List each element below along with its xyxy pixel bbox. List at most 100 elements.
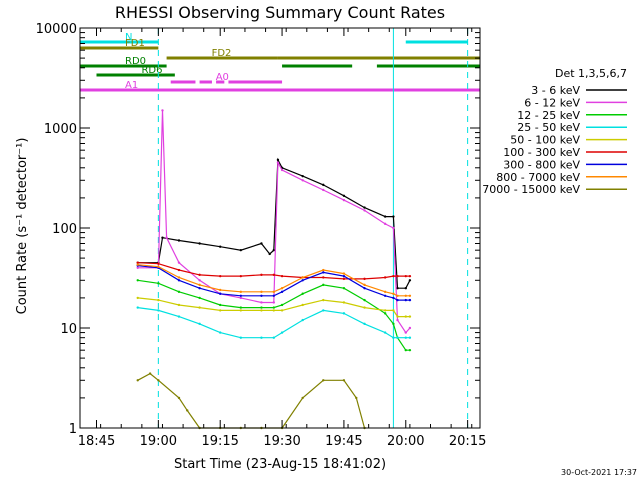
x-tick-label: 19:15 — [201, 434, 238, 449]
legend-entry-50-100-kev: 50 - 100 keV — [510, 134, 627, 147]
data-point — [322, 309, 325, 312]
data-point — [301, 276, 304, 279]
data-point — [260, 242, 263, 245]
data-point — [392, 296, 395, 300]
data-point — [157, 309, 160, 312]
data-point — [260, 290, 263, 294]
data-point — [177, 303, 181, 307]
data-point — [404, 315, 407, 318]
data-point — [383, 331, 387, 334]
data-point — [404, 331, 407, 334]
data-point — [396, 298, 399, 302]
x-axis-label: Start Time (23-Aug-15 18:41:02) — [174, 457, 386, 472]
data-point — [301, 292, 304, 295]
y-tick-label: 100 — [52, 222, 77, 237]
data-point — [383, 215, 387, 218]
data-point — [198, 296, 201, 300]
data-point — [322, 188, 325, 192]
data-point — [177, 268, 181, 272]
data-point — [260, 301, 263, 304]
legend-label: 6 - 12 keV — [524, 96, 580, 109]
data-point — [396, 294, 399, 297]
data-point — [383, 276, 387, 279]
data-point — [396, 315, 399, 318]
series-line-50-100-kev — [137, 297, 410, 318]
legend-title: Det 1,3,5,6,7 — [555, 67, 627, 80]
data-point — [408, 279, 412, 282]
legend-label: 7000 - 15000 keV — [482, 183, 580, 196]
footer-timestamp: 30-Oct-2021 17:37 — [561, 468, 637, 477]
data-point — [408, 348, 412, 352]
chart-title: RHESSI Observing Summary Count Rates — [115, 3, 445, 22]
legend-entry-300-800-kev: 300 - 800 keV — [503, 158, 627, 171]
data-point — [239, 294, 243, 297]
data-point — [404, 274, 407, 278]
flag-label: RD0 — [125, 56, 146, 67]
data-point — [363, 283, 366, 287]
data-point — [239, 290, 243, 294]
data-point — [392, 336, 395, 339]
data-point — [363, 277, 366, 281]
data-point — [280, 287, 284, 290]
data-point — [342, 379, 346, 382]
data-point — [342, 287, 346, 290]
y-tick-label: 1 — [69, 422, 77, 437]
data-point — [280, 274, 284, 278]
data-point — [177, 315, 181, 318]
data-point — [280, 290, 284, 294]
data-point — [280, 309, 284, 312]
data-point — [392, 309, 395, 312]
data-point — [363, 298, 366, 302]
series-25-50-kev — [136, 306, 412, 339]
data-point — [177, 290, 181, 294]
data-point — [198, 273, 201, 277]
data-point — [301, 303, 304, 307]
data-point — [342, 198, 346, 202]
data-point — [198, 279, 201, 282]
y-tick-label: 10 — [60, 322, 77, 337]
data-point — [198, 242, 201, 245]
legend-entry-25-50-kev: 25 - 50 keV — [517, 121, 627, 134]
data-point — [157, 262, 160, 265]
data-point — [301, 174, 304, 178]
data-point — [383, 309, 387, 312]
series-100-300-kev — [136, 261, 412, 281]
data-point — [272, 294, 276, 297]
series-300-800-kev — [136, 264, 412, 302]
data-point — [239, 336, 243, 339]
data-point — [342, 277, 346, 281]
data-point — [239, 274, 243, 278]
data-point — [219, 288, 222, 292]
legend-entry-100-300-kev: 100 - 300 keV — [503, 146, 627, 159]
data-point — [219, 309, 222, 312]
data-point — [136, 296, 139, 300]
flag-label: N — [125, 32, 132, 43]
series-line-12-25-kev — [137, 279, 410, 351]
flag-fd1: FD1 — [80, 38, 159, 50]
data-point — [280, 168, 284, 172]
legend-label: 300 - 800 keV — [503, 158, 580, 171]
data-point — [136, 306, 139, 309]
flag-n: N — [80, 32, 468, 44]
flag-label: FD2 — [212, 48, 232, 59]
data-point — [342, 274, 346, 278]
data-point — [260, 336, 263, 339]
series-group — [136, 109, 412, 430]
legend-label: 3 - 6 keV — [531, 84, 580, 97]
data-point — [219, 292, 222, 295]
data-point — [363, 306, 366, 309]
x-tick-label: 19:45 — [325, 434, 362, 449]
data-point — [392, 226, 395, 230]
data-point — [363, 322, 366, 326]
flag-label: RD6 — [141, 65, 162, 76]
data-point — [272, 309, 276, 312]
data-point — [280, 331, 284, 334]
data-point — [136, 261, 139, 264]
data-point — [342, 312, 346, 315]
data-point — [276, 161, 280, 164]
data-point — [396, 318, 399, 322]
data-point — [363, 287, 366, 290]
